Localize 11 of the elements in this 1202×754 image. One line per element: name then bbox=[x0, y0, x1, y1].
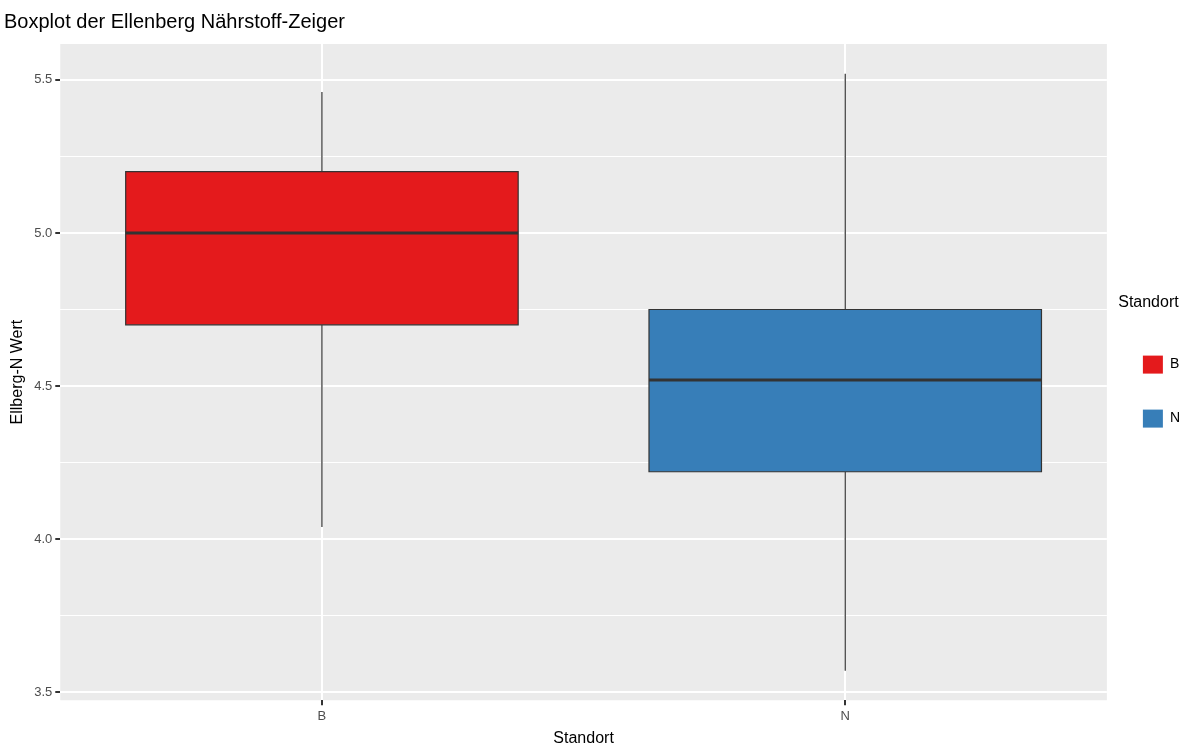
y-tick-label: 5.0 bbox=[34, 224, 53, 240]
y-tick-label: 3.5 bbox=[34, 683, 53, 699]
y-tick-label: 4.0 bbox=[34, 530, 53, 546]
y-axis-title: Ellberg-N Wert bbox=[8, 319, 26, 425]
chart-title: Boxplot der Ellenberg Nährstoff-Zeiger bbox=[4, 9, 346, 32]
x-axis-title: Standort bbox=[553, 728, 615, 746]
legend-label: B bbox=[1169, 355, 1180, 372]
legend-title: Standort bbox=[1118, 292, 1180, 310]
y-tick-label: 4.5 bbox=[34, 377, 53, 393]
legend-label: N bbox=[1169, 409, 1181, 426]
y-tick-label: 5.5 bbox=[34, 71, 53, 87]
